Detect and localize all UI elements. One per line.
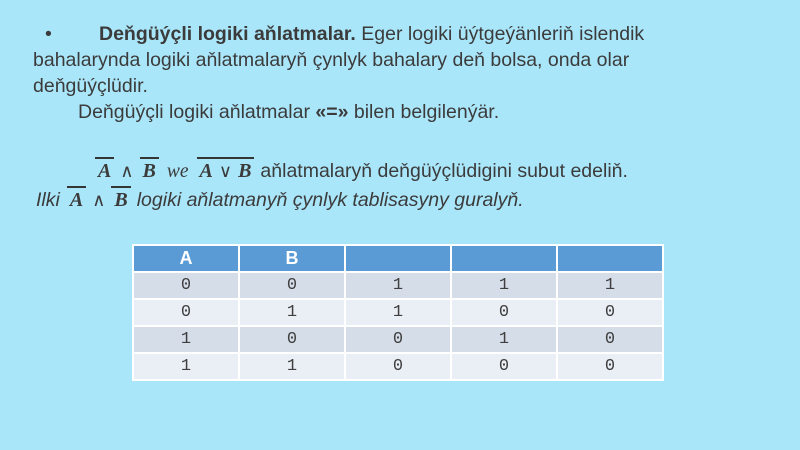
overline-not-a: A (95, 157, 115, 182)
table-cell: 0 (556, 352, 664, 381)
var-a: A (98, 160, 112, 182)
term-title: Deňgüýçli logiki aňlatmalar. (99, 23, 356, 45)
header-cell-a: A (132, 244, 240, 273)
overline-a-or-b: A ∨ B (196, 157, 255, 182)
formula-sentence: aňlatmalaryň deňgüýçlüdigini subut edeli… (260, 160, 628, 182)
table-cell: 1 (132, 325, 240, 354)
table-cell: 1 (238, 352, 346, 381)
table-cell: 0 (450, 298, 558, 327)
table-cell: 1 (344, 271, 452, 300)
intro-paragraph: • Deňgüýçli logiki aňlatmalar. Eger logik… (33, 21, 644, 125)
table-cell: 0 (556, 298, 664, 327)
table-cell: 0 (344, 325, 452, 354)
line1-text: Eger logiki üýtgeýänleriň islendik (355, 23, 645, 45)
header-cell-5 (556, 244, 664, 273)
overline-not-b-task: B (111, 186, 131, 211)
and-operator-task: ∧ (92, 190, 106, 210)
table-row: 1 1 0 0 0 (132, 352, 664, 381)
paragraph-line-4: Deňgüýçli logiki aňlatmalar «=» bilen be… (33, 99, 644, 125)
var-b2: B (238, 160, 252, 182)
truth-table: A B 0 0 1 1 1 0 1 1 0 0 1 (132, 244, 664, 381)
table-cell: 1 (556, 271, 664, 300)
table-cell: 1 (132, 352, 240, 381)
bullet-icon: • (45, 23, 52, 45)
table-row: 1 0 0 1 0 (132, 325, 664, 354)
table-cell: 0 (556, 325, 664, 354)
paragraph-line-3: deňgüýçlüdir. (33, 75, 148, 97)
table-cell: 0 (450, 352, 558, 381)
task-sentence: logiki aňlatmanyň çynlyk tablisasyny gur… (136, 189, 524, 211)
and-operator: ∧ (120, 161, 134, 181)
table-cell: 1 (450, 325, 558, 354)
table-row: 0 0 1 1 1 (132, 271, 664, 300)
overline-not-a-task: A (66, 186, 87, 211)
we-word: we (166, 161, 189, 182)
line4-text-post: bilen belgilenýär. (348, 101, 500, 123)
var-b-task: B (114, 189, 128, 211)
table-cell: 0 (132, 298, 240, 327)
task-pre-word: Ilki (36, 189, 60, 211)
table-cell: 0 (344, 352, 452, 381)
overline-not-b: B (139, 157, 159, 182)
paragraph-line-1: • Deňgüýçli logiki aňlatmalar. Eger logik… (33, 21, 644, 47)
var-b: B (142, 160, 156, 182)
table-row: 0 1 1 0 0 (132, 298, 664, 327)
header-cell-3 (344, 244, 452, 273)
table-cell: 0 (238, 325, 346, 354)
table-cell: 0 (132, 271, 240, 300)
line4-text-pre: Deňgüýçli logiki aňlatmalar (78, 101, 316, 123)
var-a-task: A (69, 189, 84, 211)
header-cell-4 (450, 244, 558, 273)
table-cell: 1 (450, 271, 558, 300)
equals-sign-quoted: «=» (315, 101, 349, 123)
or-operator: ∨ (218, 161, 233, 181)
header-cell-b: B (238, 244, 346, 273)
var-a2: A (199, 160, 213, 182)
truth-table-header-row: A B (132, 244, 664, 273)
paragraph-line-2: bahalarynda logiki aňlatmalaryň çynlyk b… (33, 49, 630, 71)
table-cell: 0 (238, 271, 346, 300)
table-cell: 1 (238, 298, 346, 327)
table-cell: 1 (344, 298, 452, 327)
